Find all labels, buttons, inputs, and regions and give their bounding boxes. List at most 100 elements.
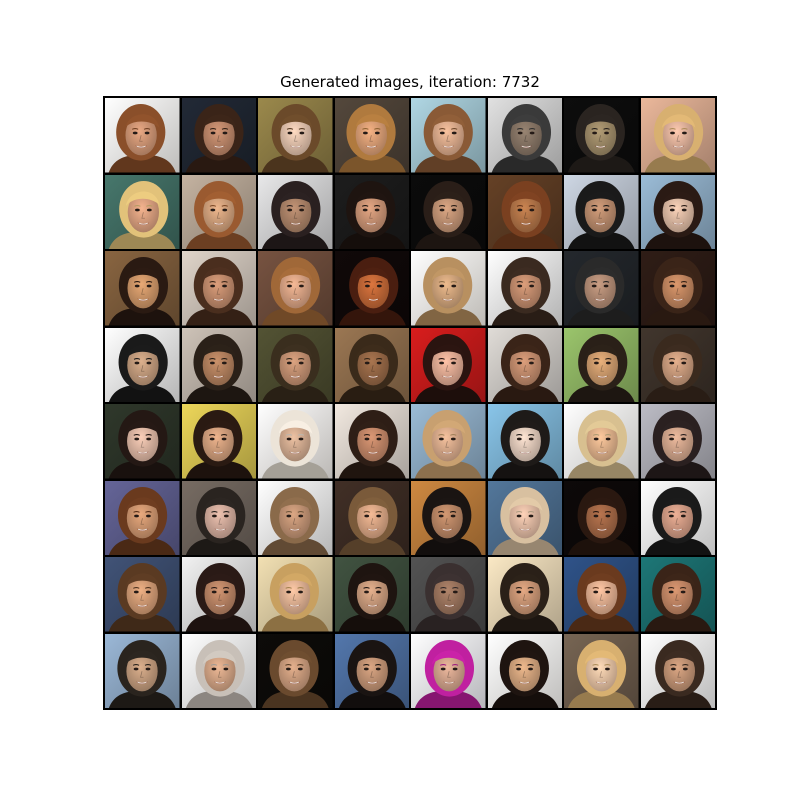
generated-image-r6-c3 bbox=[258, 480, 333, 555]
generated-image-r1-c1 bbox=[105, 98, 180, 173]
face-image bbox=[105, 251, 180, 326]
generated-image-r4-c5 bbox=[411, 327, 486, 402]
face-image bbox=[258, 557, 333, 632]
generated-image-r7-c8 bbox=[640, 557, 715, 632]
face-image bbox=[105, 404, 180, 479]
generated-image-r1-c6 bbox=[487, 98, 562, 173]
generated-image-r1-c3 bbox=[258, 98, 333, 173]
generated-image-r1-c4 bbox=[334, 98, 409, 173]
generated-image-r7-c5 bbox=[411, 557, 486, 632]
generated-image-r3-c3 bbox=[258, 251, 333, 326]
generated-image-r8-c1 bbox=[105, 633, 180, 708]
face-image bbox=[258, 633, 333, 708]
generated-image-r3-c7 bbox=[564, 251, 639, 326]
generated-image-r5-c8 bbox=[640, 404, 715, 479]
generated-image-r4-c3 bbox=[258, 327, 333, 402]
face-image bbox=[564, 327, 639, 402]
figure-title: Generated images, iteration: 7732 bbox=[280, 73, 540, 91]
face-image bbox=[411, 251, 486, 326]
generated-image-r5-c2 bbox=[181, 404, 256, 479]
face-image bbox=[334, 327, 409, 402]
generated-image-r2-c6 bbox=[487, 174, 562, 249]
face-image bbox=[487, 557, 562, 632]
face-image bbox=[181, 404, 256, 479]
generated-image-r3-c8 bbox=[640, 251, 715, 326]
face-image bbox=[487, 404, 562, 479]
generated-image-r6-c6 bbox=[487, 480, 562, 555]
face-image bbox=[105, 98, 180, 173]
generated-image-r6-c1 bbox=[105, 480, 180, 555]
face-image bbox=[258, 174, 333, 249]
generated-image-r2-c8 bbox=[640, 174, 715, 249]
face-image bbox=[487, 480, 562, 555]
face-image bbox=[105, 174, 180, 249]
generated-image-r3-c6 bbox=[487, 251, 562, 326]
face-image bbox=[105, 633, 180, 708]
face-image bbox=[564, 174, 639, 249]
generated-image-r5-c7 bbox=[564, 404, 639, 479]
generated-image-r6-c7 bbox=[564, 480, 639, 555]
face-image bbox=[258, 98, 333, 173]
generated-image-r6-c5 bbox=[411, 480, 486, 555]
generated-image-r8-c6 bbox=[487, 633, 562, 708]
face-image bbox=[564, 480, 639, 555]
generated-image-r2-c1 bbox=[105, 174, 180, 249]
generated-image-r7-c7 bbox=[564, 557, 639, 632]
face-image bbox=[258, 327, 333, 402]
generated-image-r2-c3 bbox=[258, 174, 333, 249]
face-image bbox=[640, 480, 715, 555]
generated-image-r3-c5 bbox=[411, 251, 486, 326]
face-image bbox=[487, 327, 562, 402]
generated-image-r2-c4 bbox=[334, 174, 409, 249]
face-image bbox=[334, 174, 409, 249]
face-image bbox=[564, 557, 639, 632]
generated-image-r6-c8 bbox=[640, 480, 715, 555]
generated-image-r8-c7 bbox=[564, 633, 639, 708]
face-image bbox=[640, 557, 715, 632]
generated-image-r5-c3 bbox=[258, 404, 333, 479]
generated-image-r6-c2 bbox=[181, 480, 256, 555]
generated-image-grid bbox=[103, 96, 717, 710]
face-image bbox=[564, 404, 639, 479]
face-image bbox=[181, 633, 256, 708]
generated-image-r8-c5 bbox=[411, 633, 486, 708]
generated-image-r2-c5 bbox=[411, 174, 486, 249]
face-image bbox=[640, 98, 715, 173]
face-image bbox=[640, 633, 715, 708]
generated-image-r7-c4 bbox=[334, 557, 409, 632]
face-image bbox=[181, 98, 256, 173]
face-image bbox=[334, 633, 409, 708]
face-image bbox=[181, 557, 256, 632]
generated-image-r8-c2 bbox=[181, 633, 256, 708]
generated-image-r5-c1 bbox=[105, 404, 180, 479]
generated-image-r1-c2 bbox=[181, 98, 256, 173]
face-image bbox=[564, 633, 639, 708]
face-image bbox=[334, 480, 409, 555]
generated-image-r4-c1 bbox=[105, 327, 180, 402]
face-image bbox=[258, 480, 333, 555]
generated-image-r2-c7 bbox=[564, 174, 639, 249]
generated-image-r3-c1 bbox=[105, 251, 180, 326]
generated-image-r4-c8 bbox=[640, 327, 715, 402]
face-image bbox=[181, 174, 256, 249]
generated-image-r8-c3 bbox=[258, 633, 333, 708]
face-image bbox=[411, 633, 486, 708]
face-image bbox=[258, 404, 333, 479]
face-image bbox=[640, 174, 715, 249]
generated-image-r7-c3 bbox=[258, 557, 333, 632]
face-image bbox=[334, 251, 409, 326]
generated-image-r5-c6 bbox=[487, 404, 562, 479]
face-image bbox=[181, 251, 256, 326]
face-image bbox=[640, 251, 715, 326]
generated-image-r3-c2 bbox=[181, 251, 256, 326]
face-image bbox=[334, 98, 409, 173]
face-image bbox=[258, 251, 333, 326]
face-image bbox=[334, 557, 409, 632]
face-image bbox=[411, 557, 486, 632]
generated-image-r5-c5 bbox=[411, 404, 486, 479]
face-image bbox=[411, 98, 486, 173]
face-image bbox=[564, 251, 639, 326]
face-image bbox=[105, 557, 180, 632]
generated-image-r7-c1 bbox=[105, 557, 180, 632]
face-image bbox=[181, 480, 256, 555]
